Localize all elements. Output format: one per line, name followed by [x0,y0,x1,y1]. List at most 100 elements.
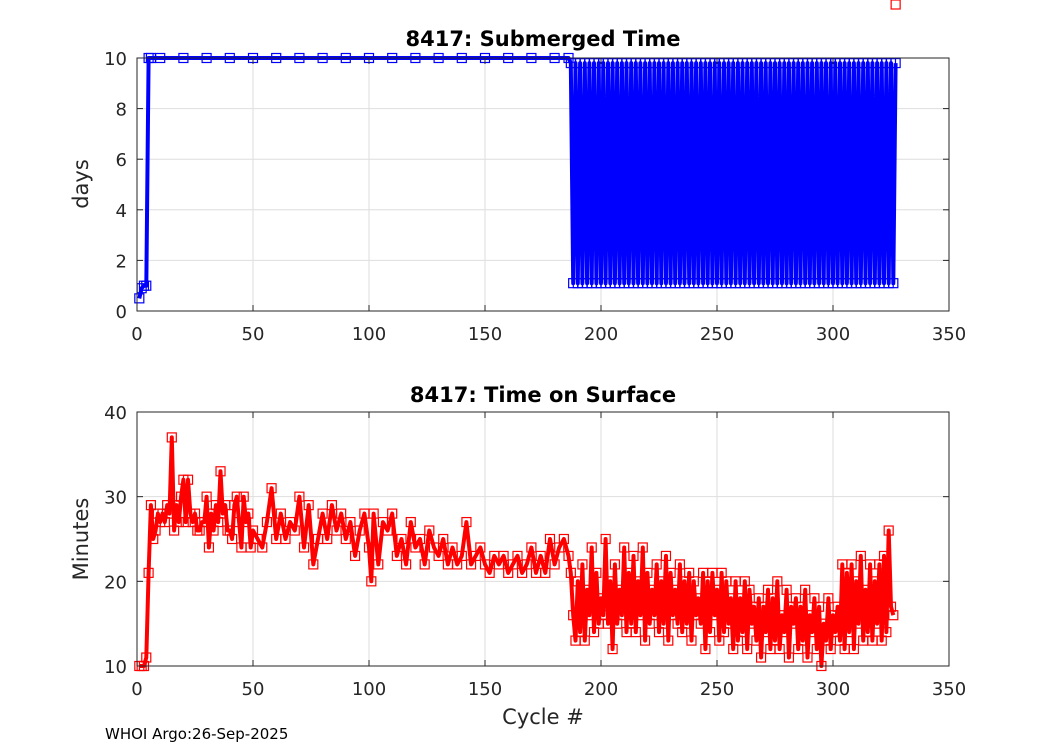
data-point [336,508,347,519]
data-point [637,542,648,553]
data-point [619,542,630,553]
data-point [674,559,685,570]
data-point [869,576,880,587]
data-point [804,610,815,621]
x-tick-label: 50 [242,324,265,345]
data-point [755,652,767,663]
y-tick-label: 2 [116,251,127,272]
y-axis-label: Minutes [69,498,93,581]
data-point [776,610,788,621]
data-point [591,567,602,578]
data-point [767,593,778,604]
data-point [658,618,669,629]
data-point [878,550,890,562]
data-point [373,559,384,570]
y-tick-label: 40 [104,403,127,424]
x-tick-label: 300 [816,679,850,700]
y-axis-label: days [69,159,93,209]
data-point [746,618,757,629]
x-tick-label: 0 [131,324,142,345]
data-point [227,533,238,545]
data-point [141,280,152,291]
data-point [681,618,692,629]
data-point [825,643,836,655]
data-point [649,610,660,621]
data-point [145,500,157,511]
tick-labels: 0 50 100 150 200 250 300 350 10 20 30 40 [104,403,966,700]
data-point [665,567,676,578]
data-point [772,576,783,587]
x-tick-label: 150 [468,324,502,345]
y-tick-label: 30 [104,488,127,509]
x-tick-label: 100 [352,679,386,700]
data-point [414,533,426,545]
data-point [275,508,286,519]
data-point [289,525,300,536]
data-point [711,584,723,595]
data-point [670,584,681,595]
tick-labels: 0 50 100 150 200 250 300 350 0 2 4 6 8 10 [104,49,966,345]
data-point [744,584,755,595]
data-point [535,550,546,562]
data-point [663,635,674,646]
data-point [851,576,862,587]
data-point [143,567,154,578]
data-point [298,542,310,553]
data-point [484,567,495,578]
data-point [695,618,706,629]
data-point [656,576,667,587]
x-tick-label: 350 [932,324,966,345]
data-point [890,57,901,69]
data-point [368,508,379,519]
data-point [586,542,597,553]
x-tick-label: 0 [131,679,142,700]
submerged-time-series [134,52,901,304]
data-point [382,525,393,536]
y-tick-label: 10 [104,49,127,70]
data-point [326,500,337,511]
data-point [813,601,825,612]
data-point [616,610,627,621]
x-tick-label: 50 [242,679,265,700]
data-point [723,618,734,629]
data-point [888,278,899,289]
data-point [607,643,618,655]
series-line [137,56,898,299]
data-point [888,610,899,621]
data-point [456,550,467,562]
data-point [737,627,748,638]
data-point [558,533,569,545]
data-point [823,593,834,604]
data-point [890,0,901,10]
data-point [245,542,256,553]
data-point [609,559,621,570]
data-point [331,525,342,536]
data-point [141,652,152,663]
x-tick-label: 250 [700,324,734,345]
data-point [243,508,254,519]
data-point [175,491,187,502]
data-point [419,559,430,570]
data-point [173,516,184,528]
x-tick-label: 200 [584,324,618,345]
data-point [391,550,402,562]
data-point [563,550,574,562]
data-point [461,516,472,528]
data-point [233,516,245,528]
data-point [635,610,646,621]
data-point [600,533,611,545]
data-point [424,525,435,536]
data-point [565,567,576,578]
data-point [345,516,356,528]
data-point [883,525,894,536]
data-point [651,559,662,570]
data-point [788,618,799,629]
data-point [760,627,771,638]
data-point [595,593,607,604]
data-point [881,627,892,638]
data-point [623,567,634,578]
data-point [512,550,523,562]
data-point [322,533,333,545]
